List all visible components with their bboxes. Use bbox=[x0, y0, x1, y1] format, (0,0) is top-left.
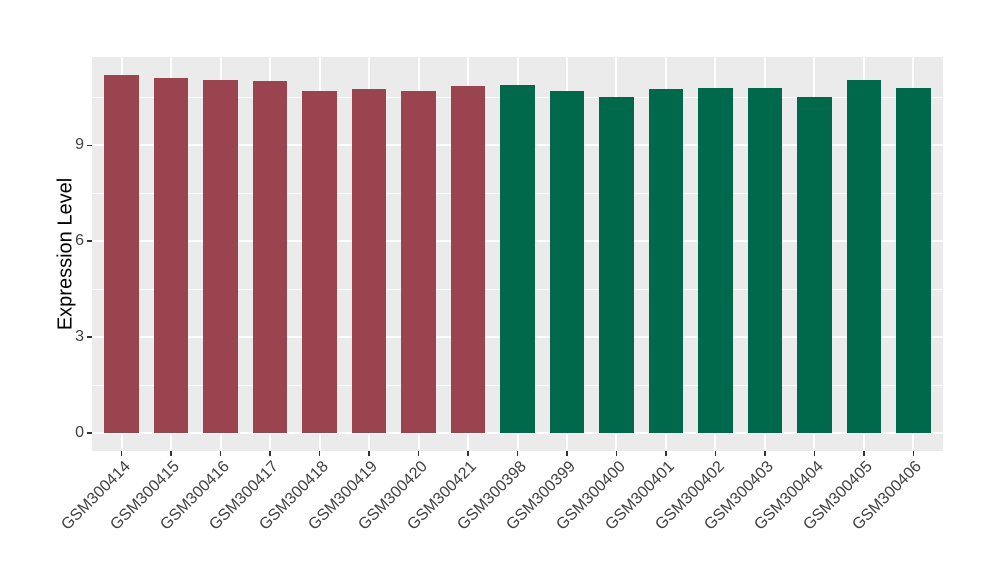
y-tick-label: 9 bbox=[75, 136, 84, 154]
bar-GSM300404 bbox=[797, 97, 832, 434]
bar-GSM300419 bbox=[351, 89, 387, 434]
x-tick-mark bbox=[269, 451, 271, 456]
bar-GSM300398 bbox=[500, 84, 535, 434]
bar-GSM300417 bbox=[252, 81, 288, 434]
y-tick-mark bbox=[87, 240, 92, 242]
x-tick-mark bbox=[665, 451, 667, 456]
x-tick-mark bbox=[863, 451, 865, 456]
bar-GSM300406 bbox=[895, 87, 931, 434]
bar-GSM300401 bbox=[648, 89, 684, 434]
y-tick-mark bbox=[87, 432, 92, 434]
bar-GSM300403 bbox=[747, 87, 783, 434]
x-tick-mark bbox=[368, 451, 370, 456]
x-tick-mark bbox=[516, 451, 519, 456]
x-tick-mark bbox=[764, 451, 766, 456]
bar-GSM300400 bbox=[599, 97, 634, 434]
y-tick-label: 3 bbox=[75, 328, 84, 346]
x-tick-mark bbox=[615, 451, 618, 456]
bar-GSM300405 bbox=[846, 79, 882, 434]
bar-GSM300421 bbox=[450, 86, 486, 434]
y-tick-label: 0 bbox=[75, 424, 84, 442]
x-tick-mark bbox=[912, 451, 915, 456]
x-tick-mark bbox=[467, 451, 469, 456]
bar-GSM300420 bbox=[401, 90, 436, 434]
bar-GSM300414 bbox=[104, 74, 139, 434]
x-tick-mark bbox=[813, 451, 816, 456]
y-tick-mark bbox=[87, 336, 92, 338]
bar-GSM300416 bbox=[203, 79, 238, 434]
bar-GSM300402 bbox=[698, 87, 733, 434]
y-tick-label: 6 bbox=[75, 232, 84, 250]
x-tick-mark bbox=[318, 451, 321, 456]
x-tick-mark bbox=[120, 451, 123, 456]
bar-GSM300415 bbox=[153, 78, 189, 434]
y-axis-title: Expression Level bbox=[54, 177, 77, 331]
x-tick-mark bbox=[566, 451, 568, 456]
y-tick-mark bbox=[87, 144, 92, 147]
x-tick-mark bbox=[170, 451, 172, 456]
x-tick-mark bbox=[714, 451, 717, 456]
bar-GSM300399 bbox=[549, 90, 585, 434]
plot-panel bbox=[92, 57, 943, 451]
x-tick-mark bbox=[417, 451, 420, 456]
x-tick-mark bbox=[219, 451, 222, 456]
bar-GSM300418 bbox=[302, 90, 337, 434]
